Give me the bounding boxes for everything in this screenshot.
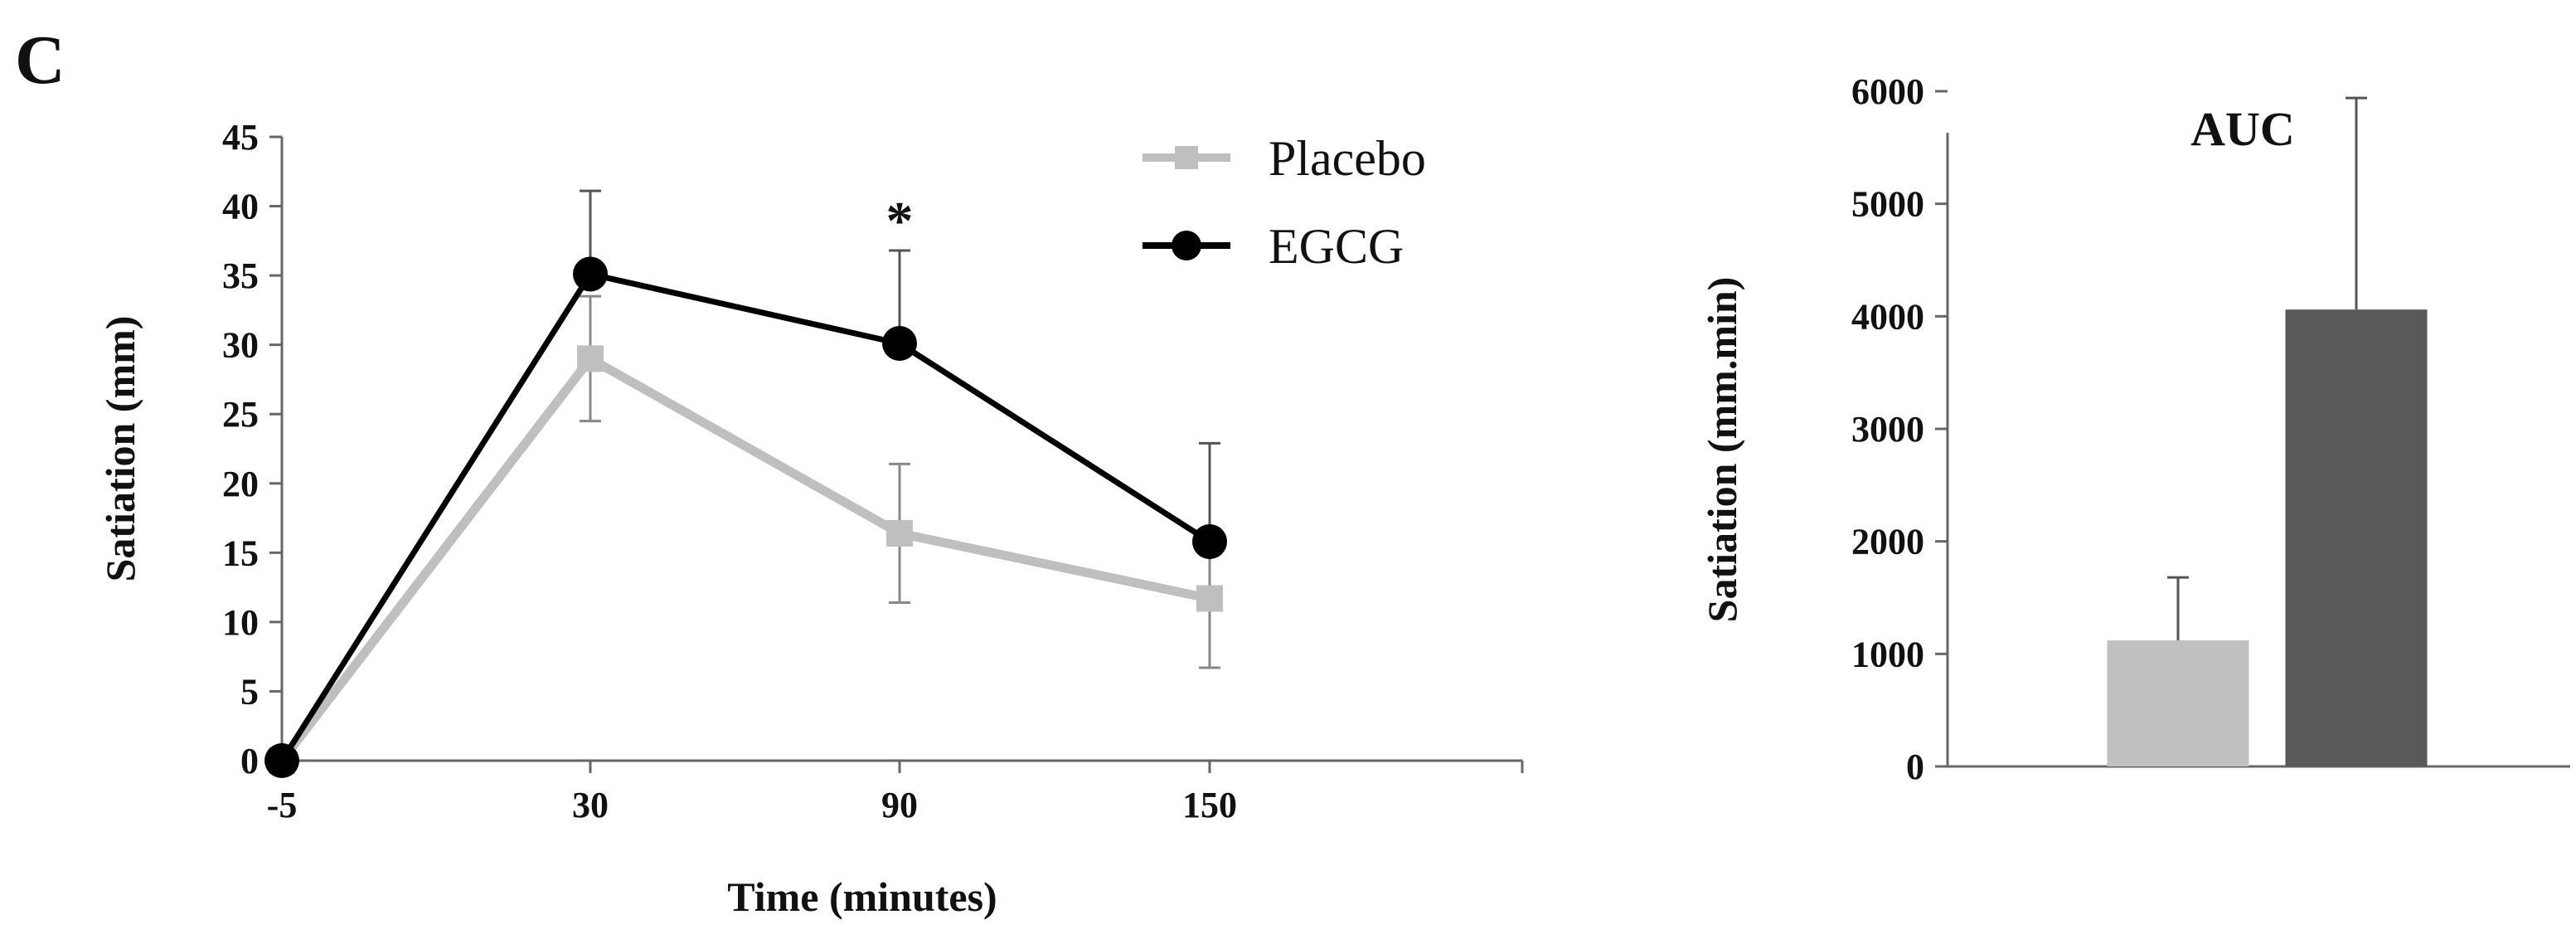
- placebo-series-line: [278, 353, 1211, 764]
- significance-asterisk: *: [886, 191, 914, 251]
- legend-placebo-marker: [1175, 146, 1198, 169]
- bar-chart-y-tick-label: 6000: [1851, 71, 1924, 112]
- line-chart-x-axis-title: Time (minutes): [727, 873, 997, 920]
- bar-chart-y-tick-label: 1000: [1851, 634, 1924, 674]
- line-chart-y-tick-label: 30: [222, 325, 259, 366]
- line-chart-markers: [264, 256, 1227, 778]
- bar-chart-y-tick-label: 2000: [1851, 522, 1924, 562]
- bar-chart-title: AUC: [2190, 102, 2295, 156]
- placebo-point: [1196, 585, 1223, 612]
- bar-chart-y-tick-label: 3000: [1851, 409, 1924, 450]
- line-chart-y-tick-label: 40: [222, 187, 259, 227]
- line-chart-y-tick-label: 5: [240, 671, 259, 712]
- line-chart-y-tick-label: 20: [222, 464, 259, 504]
- line-chart: 0 5 10 15 20 25 30 35 40 45 -5 30 90 150 * Time (min…: [97, 117, 1524, 920]
- line-chart-x-tick-label: -5: [267, 785, 298, 825]
- bar-placebo: [2107, 640, 2249, 766]
- line-chart-error-bars: [580, 189, 1220, 669]
- egcg-series-line: [279, 270, 1211, 762]
- line-chart-x-tick-label: 150: [1182, 785, 1237, 825]
- bar-chart: AUC 0 1000 2000 3000 4000 5000 6000 Satiation …: [1699, 71, 2570, 787]
- egcg-point: [264, 743, 299, 778]
- panel-letter: C: [15, 22, 65, 99]
- bar-chart-y-tick-label: 5000: [1851, 184, 1924, 225]
- legend-egcg-marker: [1172, 231, 1201, 260]
- placebo-point: [577, 345, 604, 372]
- bar-egcg: [2285, 309, 2428, 766]
- line-chart-y-tick-label: 45: [222, 117, 259, 158]
- bar-chart-bars: [2107, 309, 2428, 766]
- line-chart-x-tick-label: 90: [881, 785, 918, 825]
- bar-chart-error-bars: [2167, 96, 2367, 641]
- legend-placebo-label: Placebo: [1269, 131, 1426, 186]
- bar-chart-y-ticks: 0 1000 2000 3000 4000 5000 6000: [1851, 71, 1948, 787]
- line-chart-y-tick-label: 0: [240, 741, 259, 781]
- line-chart-x-tick-label: 30: [572, 785, 609, 825]
- egcg-point: [882, 325, 917, 361]
- line-chart-y-tick-label: 25: [222, 394, 259, 435]
- line-chart-series-lines: [278, 270, 1211, 764]
- line-chart-y-axis-title: Satiation (mm): [97, 316, 143, 582]
- line-chart-y-tick-label: 35: [222, 255, 259, 296]
- line-chart-x-ticks: -5 30 90 150: [267, 761, 1237, 825]
- egcg-point: [573, 256, 608, 292]
- legend-item-placebo: Placebo: [1142, 131, 1426, 186]
- legend: Placebo EGCG: [1142, 131, 1426, 274]
- placebo-point: [886, 519, 913, 547]
- egcg-point: [1192, 523, 1227, 559]
- bar-chart-y-tick-label: 0: [1906, 747, 1924, 787]
- line-chart-y-ticks: 0 5 10 15 20 25 30 35 40 45: [222, 117, 282, 781]
- legend-item-egcg: EGCG: [1142, 219, 1404, 274]
- legend-egcg-label: EGCG: [1269, 219, 1404, 274]
- bar-chart-y-tick-label: 4000: [1851, 296, 1924, 337]
- line-chart-y-tick-label: 10: [222, 602, 259, 643]
- line-chart-y-tick-label: 15: [222, 533, 259, 573]
- bar-chart-y-axis-title: Satiation (mm.min): [1699, 277, 1745, 623]
